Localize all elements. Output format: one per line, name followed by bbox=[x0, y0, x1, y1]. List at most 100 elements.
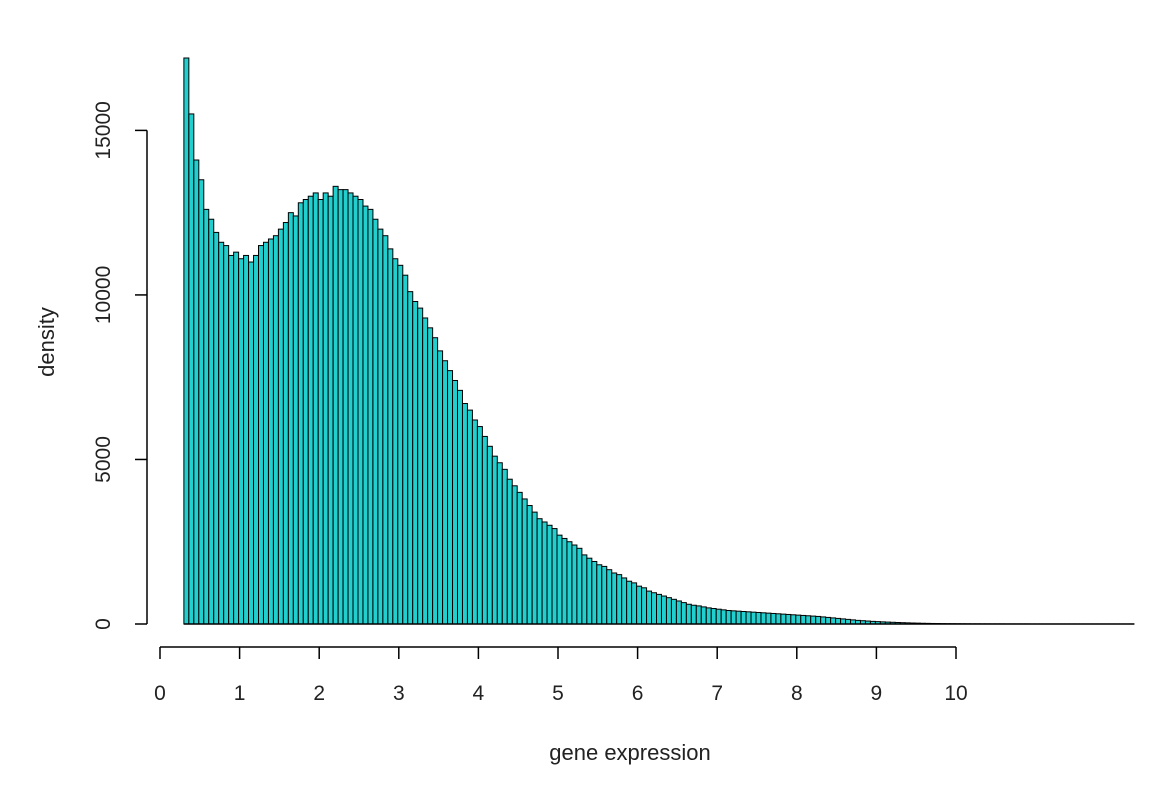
histogram-bars bbox=[183, 57, 1135, 625]
histogram-bar bbox=[775, 613, 782, 625]
histogram-bar bbox=[457, 389, 463, 625]
histogram-bar bbox=[810, 615, 817, 625]
histogram-bar bbox=[228, 254, 235, 625]
histogram-bar bbox=[690, 604, 697, 625]
histogram-bar bbox=[233, 251, 240, 625]
histogram-bar bbox=[546, 524, 553, 625]
histogram-bar bbox=[646, 590, 653, 625]
histogram-bar bbox=[427, 327, 434, 625]
histogram-bar bbox=[506, 478, 513, 625]
histogram-bar bbox=[511, 485, 518, 625]
histogram-bar bbox=[765, 612, 772, 625]
histogram-bar bbox=[262, 241, 269, 625]
histogram-bar bbox=[362, 205, 369, 625]
histogram-bar bbox=[641, 587, 648, 625]
x-tick-label: 8 bbox=[791, 682, 803, 705]
histogram-bar bbox=[377, 228, 384, 625]
x-tick-label: 3 bbox=[393, 682, 405, 705]
histogram-bar bbox=[675, 600, 682, 625]
histogram-bar bbox=[397, 264, 404, 625]
x-tick-label: 7 bbox=[711, 682, 723, 705]
histogram-bar bbox=[332, 185, 339, 625]
histogram-bar bbox=[437, 350, 444, 625]
y-tick-label: 5000 bbox=[92, 436, 115, 483]
histogram-bar bbox=[476, 426, 483, 625]
histogram-bar bbox=[526, 505, 533, 625]
y-axis-title: density bbox=[34, 307, 59, 377]
histogram-bar bbox=[561, 537, 568, 625]
histogram-bar bbox=[651, 592, 658, 625]
histogram-bar bbox=[486, 445, 493, 625]
histogram-bar bbox=[501, 468, 508, 625]
histogram-bar bbox=[586, 557, 593, 625]
y-tick-label: 15000 bbox=[92, 101, 115, 159]
histogram-bar bbox=[785, 613, 792, 625]
histogram-bar bbox=[571, 544, 578, 625]
histogram-bar bbox=[665, 597, 672, 625]
histogram-bar bbox=[795, 614, 802, 625]
histogram-bar bbox=[322, 192, 329, 625]
histogram-bar bbox=[616, 574, 623, 625]
histogram-bar bbox=[626, 580, 633, 625]
histogram-bar bbox=[258, 245, 264, 625]
histogram-bar bbox=[461, 403, 468, 625]
histogram-bar bbox=[770, 612, 777, 625]
histogram-bar bbox=[267, 238, 274, 625]
histogram-bar bbox=[253, 254, 259, 625]
histogram-bar bbox=[780, 613, 787, 625]
histogram-bar bbox=[481, 435, 488, 625]
histogram-bar bbox=[710, 608, 717, 625]
histogram-bar bbox=[521, 498, 528, 625]
histogram-bar bbox=[631, 582, 638, 625]
histogram-bar bbox=[720, 609, 727, 625]
histogram-bar bbox=[447, 370, 454, 625]
histogram-bar bbox=[302, 199, 309, 625]
histogram-bar bbox=[611, 572, 618, 625]
x-tick-label: 10 bbox=[944, 682, 967, 705]
histogram-bar bbox=[367, 208, 374, 625]
histogram-bar bbox=[750, 611, 757, 625]
histogram-bar bbox=[591, 560, 598, 625]
histogram-bar bbox=[203, 208, 210, 625]
y-tick-label: 0 bbox=[92, 618, 115, 630]
histogram-bar bbox=[820, 616, 827, 625]
histogram-bar bbox=[292, 215, 299, 625]
x-tick-label: 5 bbox=[552, 682, 564, 705]
histogram-bar bbox=[337, 189, 344, 625]
histogram-bar bbox=[243, 254, 250, 625]
histogram-bar bbox=[656, 593, 662, 625]
histogram-bar bbox=[705, 607, 712, 625]
histogram-bar bbox=[660, 595, 667, 625]
x-tick-label: 4 bbox=[473, 682, 485, 705]
histogram-bar bbox=[815, 615, 822, 625]
histogram-bar bbox=[307, 195, 314, 625]
x-axis: 0 1 2 3 4 5 6 7 8 9 10 bbox=[154, 646, 968, 705]
histogram-bar bbox=[198, 179, 205, 625]
histogram-bar bbox=[387, 248, 394, 625]
x-axis-title: gene expression bbox=[549, 740, 710, 765]
histogram-bar bbox=[422, 317, 429, 625]
histogram-bar bbox=[670, 598, 677, 625]
histogram-bar bbox=[312, 192, 319, 625]
histogram-bar bbox=[452, 379, 459, 625]
histogram-bar bbox=[606, 569, 613, 625]
histogram-bar bbox=[282, 222, 289, 625]
histogram-bar bbox=[800, 614, 807, 625]
histogram-bar bbox=[536, 518, 543, 625]
histogram-bar bbox=[685, 603, 692, 625]
histogram-bar bbox=[581, 554, 588, 625]
histogram-bar bbox=[392, 258, 399, 625]
histogram-bar bbox=[621, 577, 628, 625]
histogram-bar bbox=[272, 235, 279, 625]
histogram-bar bbox=[636, 585, 643, 625]
histogram-bar bbox=[830, 617, 837, 625]
histogram-bar bbox=[327, 195, 334, 625]
histogram-bar bbox=[188, 113, 195, 625]
histogram-bar bbox=[825, 616, 832, 625]
histogram-bar bbox=[407, 291, 414, 625]
histogram-bar bbox=[680, 602, 687, 625]
histogram-bar bbox=[805, 615, 812, 625]
histogram-bar bbox=[297, 202, 304, 625]
histogram-bar bbox=[382, 235, 389, 625]
